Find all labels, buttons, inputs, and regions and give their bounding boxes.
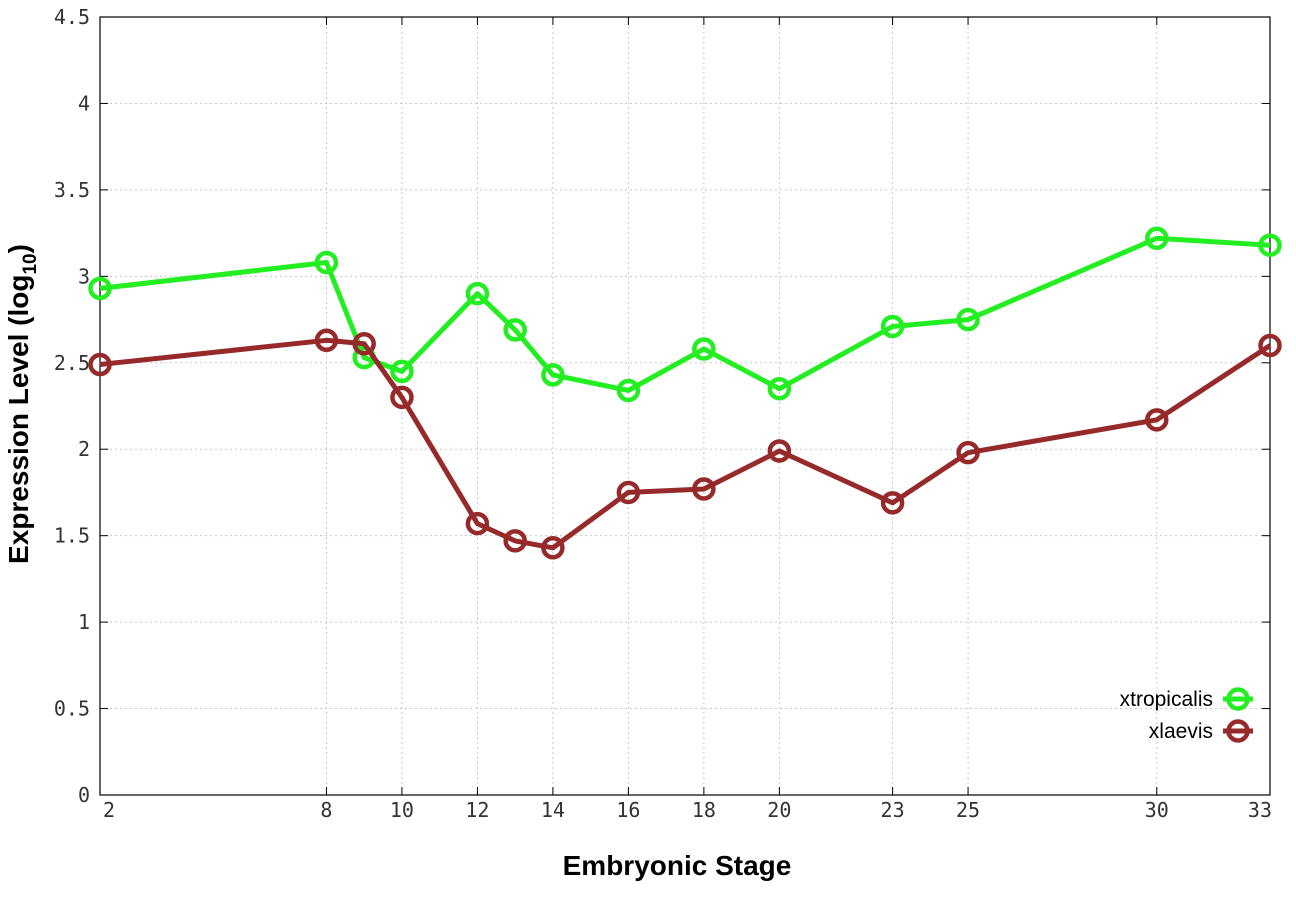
x-tick-label: 25	[956, 798, 980, 822]
data-point-xtropicalis	[767, 376, 792, 401]
y-tick-label: 0	[78, 783, 90, 807]
data-point-xlaevis	[88, 352, 112, 377]
data-point-xlaevis	[616, 480, 641, 505]
legend-item-xtropicalis: xtropicalis	[1120, 687, 1253, 711]
x-axis-ticks: 2 8 10 12 14 16 18 20 23 25 30 33	[99, 17, 1272, 822]
x-tick-label: 20	[767, 798, 791, 822]
series-xlaevis	[88, 328, 1282, 560]
legend-marker-swatch	[1226, 719, 1250, 743]
data-point-xlaevis	[1145, 408, 1169, 432]
data-point-xlaevis	[352, 332, 376, 356]
legend-marker-swatch	[1226, 687, 1250, 711]
x-tick-label: 10	[390, 798, 414, 822]
data-point-xlaevis	[390, 385, 414, 410]
y-tick-label: 0.5	[54, 697, 90, 721]
x-tick-label: 14	[541, 798, 565, 822]
y-tick-label: 4	[78, 91, 90, 115]
data-point-xlaevis	[541, 536, 565, 560]
data-point-xtropicalis	[1145, 226, 1169, 251]
series-layer	[88, 226, 1282, 560]
y-tick-label: 4.5	[54, 5, 90, 29]
series-line-xlaevis	[99, 337, 1272, 551]
y-axis-title-subscript: 10	[20, 253, 41, 274]
y-axis-title-close: )	[3, 244, 34, 253]
y-axis-title: Expression Level (log10)	[3, 244, 41, 564]
x-tick-label: 8	[320, 798, 332, 822]
y-axis-title-main: Expression Level (log	[3, 275, 34, 564]
legend-label: xtropicalis	[1120, 688, 1213, 711]
data-point-xlaevis	[880, 491, 905, 515]
data-point-xlaevis	[465, 511, 490, 536]
grid-lines	[100, 17, 1270, 795]
data-point-xtropicalis	[692, 337, 716, 361]
legend-item-xlaevis: xlaevis	[1149, 719, 1253, 743]
data-point-xtropicalis	[88, 276, 112, 301]
x-tick-label: 23	[881, 798, 905, 822]
data-point-xlaevis	[956, 440, 980, 465]
data-point-xtropicalis	[314, 250, 339, 275]
y-tick-label: 1	[78, 610, 90, 634]
data-point-xlaevis	[767, 439, 792, 463]
data-point-xtropicalis	[1258, 233, 1282, 257]
data-point-xtropicalis	[956, 307, 980, 332]
data-point-xlaevis	[503, 529, 527, 553]
series-line-xtropicalis	[99, 235, 1271, 393]
x-axis-title: Embryonic Stage	[563, 850, 792, 881]
x-tick-label: 2	[103, 798, 115, 822]
data-point-xtropicalis	[616, 378, 641, 403]
x-tick-label: 33	[1248, 798, 1272, 822]
data-point-xtropicalis	[880, 314, 905, 339]
data-point-xtropicalis	[541, 363, 565, 387]
y-tick-label: 3	[78, 264, 90, 288]
x-tick-label: 30	[1145, 798, 1169, 822]
legend: xtropicalis xlaevis	[1120, 687, 1253, 743]
series-xtropicalis	[88, 226, 1282, 403]
y-tick-label: 1.5	[54, 524, 90, 548]
legend-label: xlaevis	[1149, 720, 1213, 743]
plot-frame	[99, 16, 1271, 796]
data-point-xlaevis	[692, 477, 716, 501]
data-point-xtropicalis	[465, 281, 490, 306]
data-point-xtropicalis	[503, 318, 527, 342]
data-point-xtropicalis	[390, 359, 414, 384]
x-tick-label: 18	[692, 798, 716, 822]
data-point-xlaevis	[1258, 333, 1282, 358]
x-tick-label: 16	[616, 798, 640, 822]
data-point-xlaevis	[314, 328, 339, 353]
x-tick-label: 12	[465, 798, 489, 822]
y-tick-label: 2.5	[54, 351, 90, 375]
y-tick-label: 3.5	[54, 178, 90, 202]
y-tick-label: 2	[78, 437, 90, 461]
y-axis-ticks: 0 0.5 1 1.5 2 2.5 3 3.5 4 4.5	[54, 5, 1270, 807]
